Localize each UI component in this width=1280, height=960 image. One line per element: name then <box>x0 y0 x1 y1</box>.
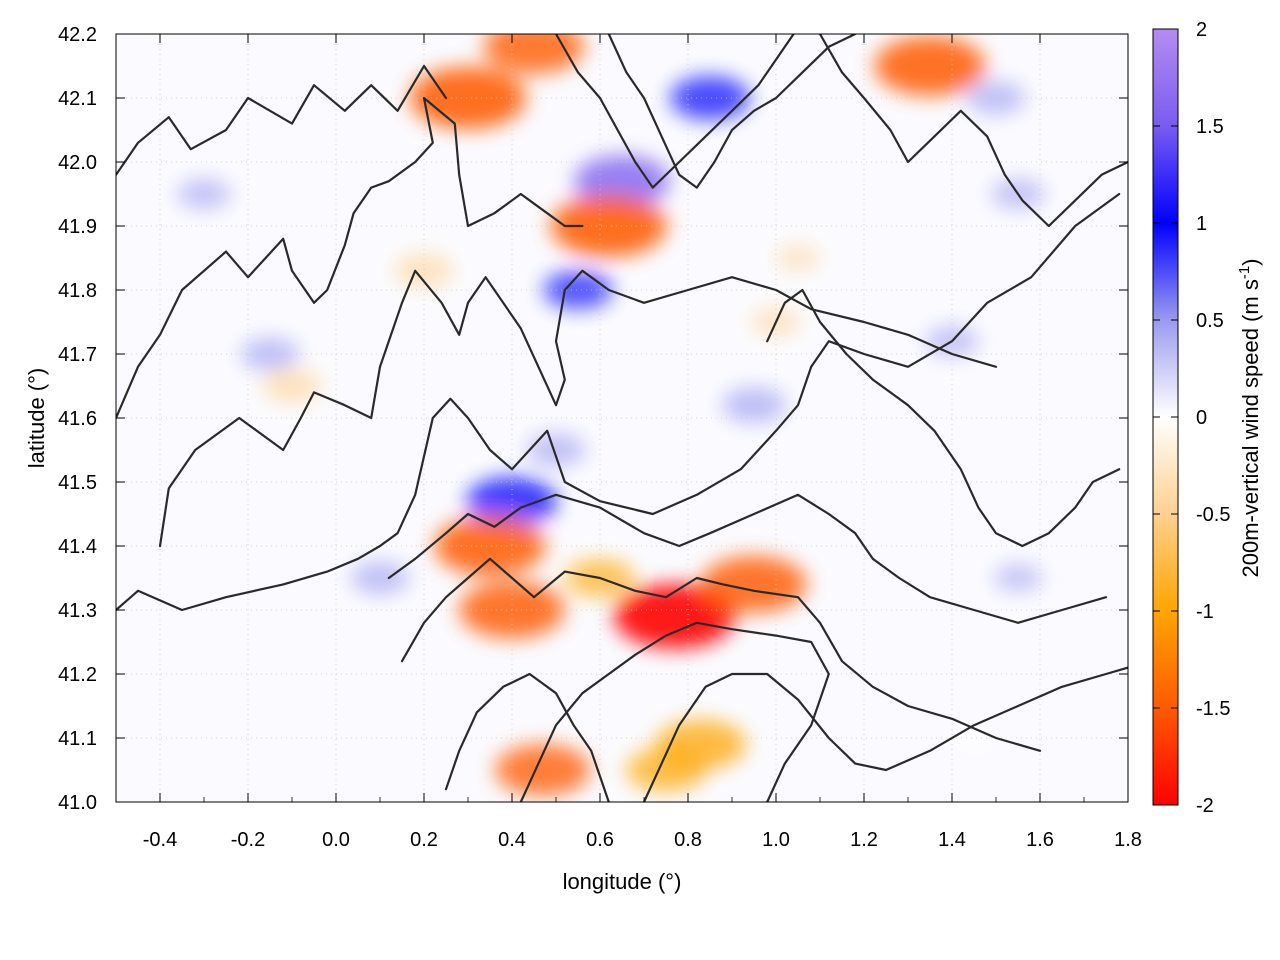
y-tick-label-10: 42.0 <box>58 152 97 174</box>
heatmap-cell-5 <box>701 555 807 613</box>
heatmap-cell-4 <box>614 584 736 649</box>
colorbar-tick-label-0: 2 <box>1196 19 1207 41</box>
x-tick-label-0: -0.4 <box>143 829 177 851</box>
x-tick-label-6: 0.8 <box>674 829 702 851</box>
contour-line-9 <box>554 34 795 189</box>
heatmap-cell-8 <box>409 66 527 130</box>
heatmap-cell-7 <box>874 36 986 96</box>
x-tick-label-10: 1.6 <box>1026 829 1054 851</box>
y-tick-label-6: 41.6 <box>58 408 97 430</box>
contour-line-0 <box>116 64 448 176</box>
x-axis: -0.4 -0.2 0.0 0.2 0.4 0.6 0.8 1.0 1.2 1.4 1.6 1.8 <box>115 34 1142 851</box>
heatmap-cell-29 <box>954 726 994 750</box>
colorbar-title-superscript: -1 <box>1236 266 1253 279</box>
heatmap-cell-2 <box>670 76 750 120</box>
y-axis-title: latitude (°) <box>24 368 49 469</box>
colorbar-tick-label-2: 1 <box>1196 213 1207 235</box>
colorbar-tick-label-4: 0 <box>1196 407 1207 429</box>
y-tick-label-7: 41.7 <box>58 344 97 366</box>
y-tick-label-9: 41.9 <box>58 216 97 238</box>
contour-line-6 <box>444 672 610 802</box>
x-tick-label-4: 0.4 <box>498 829 526 851</box>
heatmap-cell-19 <box>721 387 787 424</box>
y-tick-label-12: 42.2 <box>58 24 97 46</box>
heatmap-cell-6 <box>550 194 667 258</box>
contour-line-7 <box>519 621 830 802</box>
heatmap-cell-20 <box>240 337 300 371</box>
x-tick-label-2: 0.0 <box>322 829 350 851</box>
colorbar-tick-label-7: -1.5 <box>1196 698 1230 720</box>
x-axis-title: longitude (°) <box>563 869 682 894</box>
colorbar-axis: 2 1.5 1 0.5 0 -0.5 -1 -1.5 -2 <box>1153 19 1230 817</box>
y-tick-label-1: 41.1 <box>58 728 97 750</box>
contour-line-10 <box>607 34 857 189</box>
y-tick-label-4: 41.4 <box>58 536 97 558</box>
contour-line-5 <box>400 557 1042 752</box>
contour-line-4 <box>387 493 1108 624</box>
heatmap-cell-0 <box>466 476 558 526</box>
x-tick-label-8: 1.2 <box>850 829 878 851</box>
colorbar-tick-label-1: 1.5 <box>1196 116 1224 138</box>
heatmap-cell-3 <box>434 516 546 576</box>
colorbar-title-main: 200m-vertical wind speed (m s <box>1238 279 1263 577</box>
contour-line-2 <box>158 269 998 548</box>
heatmap-cell-28 <box>526 433 586 467</box>
x-tick-label-7: 1.0 <box>762 829 790 851</box>
y-tick-label-5: 41.5 <box>58 472 97 494</box>
colorbar-title: 200m-vertical wind speed (m s-1) <box>1236 258 1263 577</box>
y-axis: 41.0 41.1 41.2 41.3 41.4 41.5 41.6 41.7 41.8 41.9… <box>58 24 1128 814</box>
heatmap-cell-1 <box>574 155 670 208</box>
contour-line-8 <box>642 666 1128 802</box>
heatmap-cell-17 <box>776 245 820 271</box>
x-tick-label-11: 1.8 <box>1114 829 1142 851</box>
y-tick-label-0: 41.0 <box>58 792 97 814</box>
colorbar-tick-label-3: 0.5 <box>1196 310 1224 332</box>
x-tick-label-1: -0.2 <box>231 829 265 851</box>
heatmap-cell-16 <box>262 369 322 403</box>
contour-line-1 <box>116 96 584 420</box>
colorbar-title-end: ) <box>1238 258 1263 265</box>
contours <box>116 34 1128 802</box>
heatmap-cell-15 <box>394 253 454 288</box>
x-tick-label-5: 0.6 <box>586 829 614 851</box>
contour-line-3 <box>116 192 1121 612</box>
colorbar-tick-label-6: -1 <box>1196 601 1214 623</box>
heatmap-cell-26 <box>350 561 410 595</box>
contour-line-11 <box>818 34 1128 228</box>
colorbar-tick-label-8: -2 <box>1196 795 1214 817</box>
colorbar-tick-label-5: -0.5 <box>1196 504 1230 526</box>
contour-line-12 <box>766 288 1121 548</box>
heatmap-cell-11 <box>495 744 591 796</box>
y-tick-label-8: 41.8 <box>58 280 97 302</box>
y-tick-label-3: 41.3 <box>58 600 97 622</box>
x-tick-label-9: 1.4 <box>938 829 966 851</box>
heatmap-cell-25 <box>177 178 231 210</box>
y-tick-label-2: 41.2 <box>58 664 97 686</box>
heatmap-cell-13 <box>626 748 706 792</box>
y-tick-label-11: 42.1 <box>58 88 97 110</box>
x-tick-label-3: 0.2 <box>410 829 438 851</box>
heatmap-cell-9 <box>483 34 585 74</box>
heatmap-cell-27 <box>993 563 1043 593</box>
